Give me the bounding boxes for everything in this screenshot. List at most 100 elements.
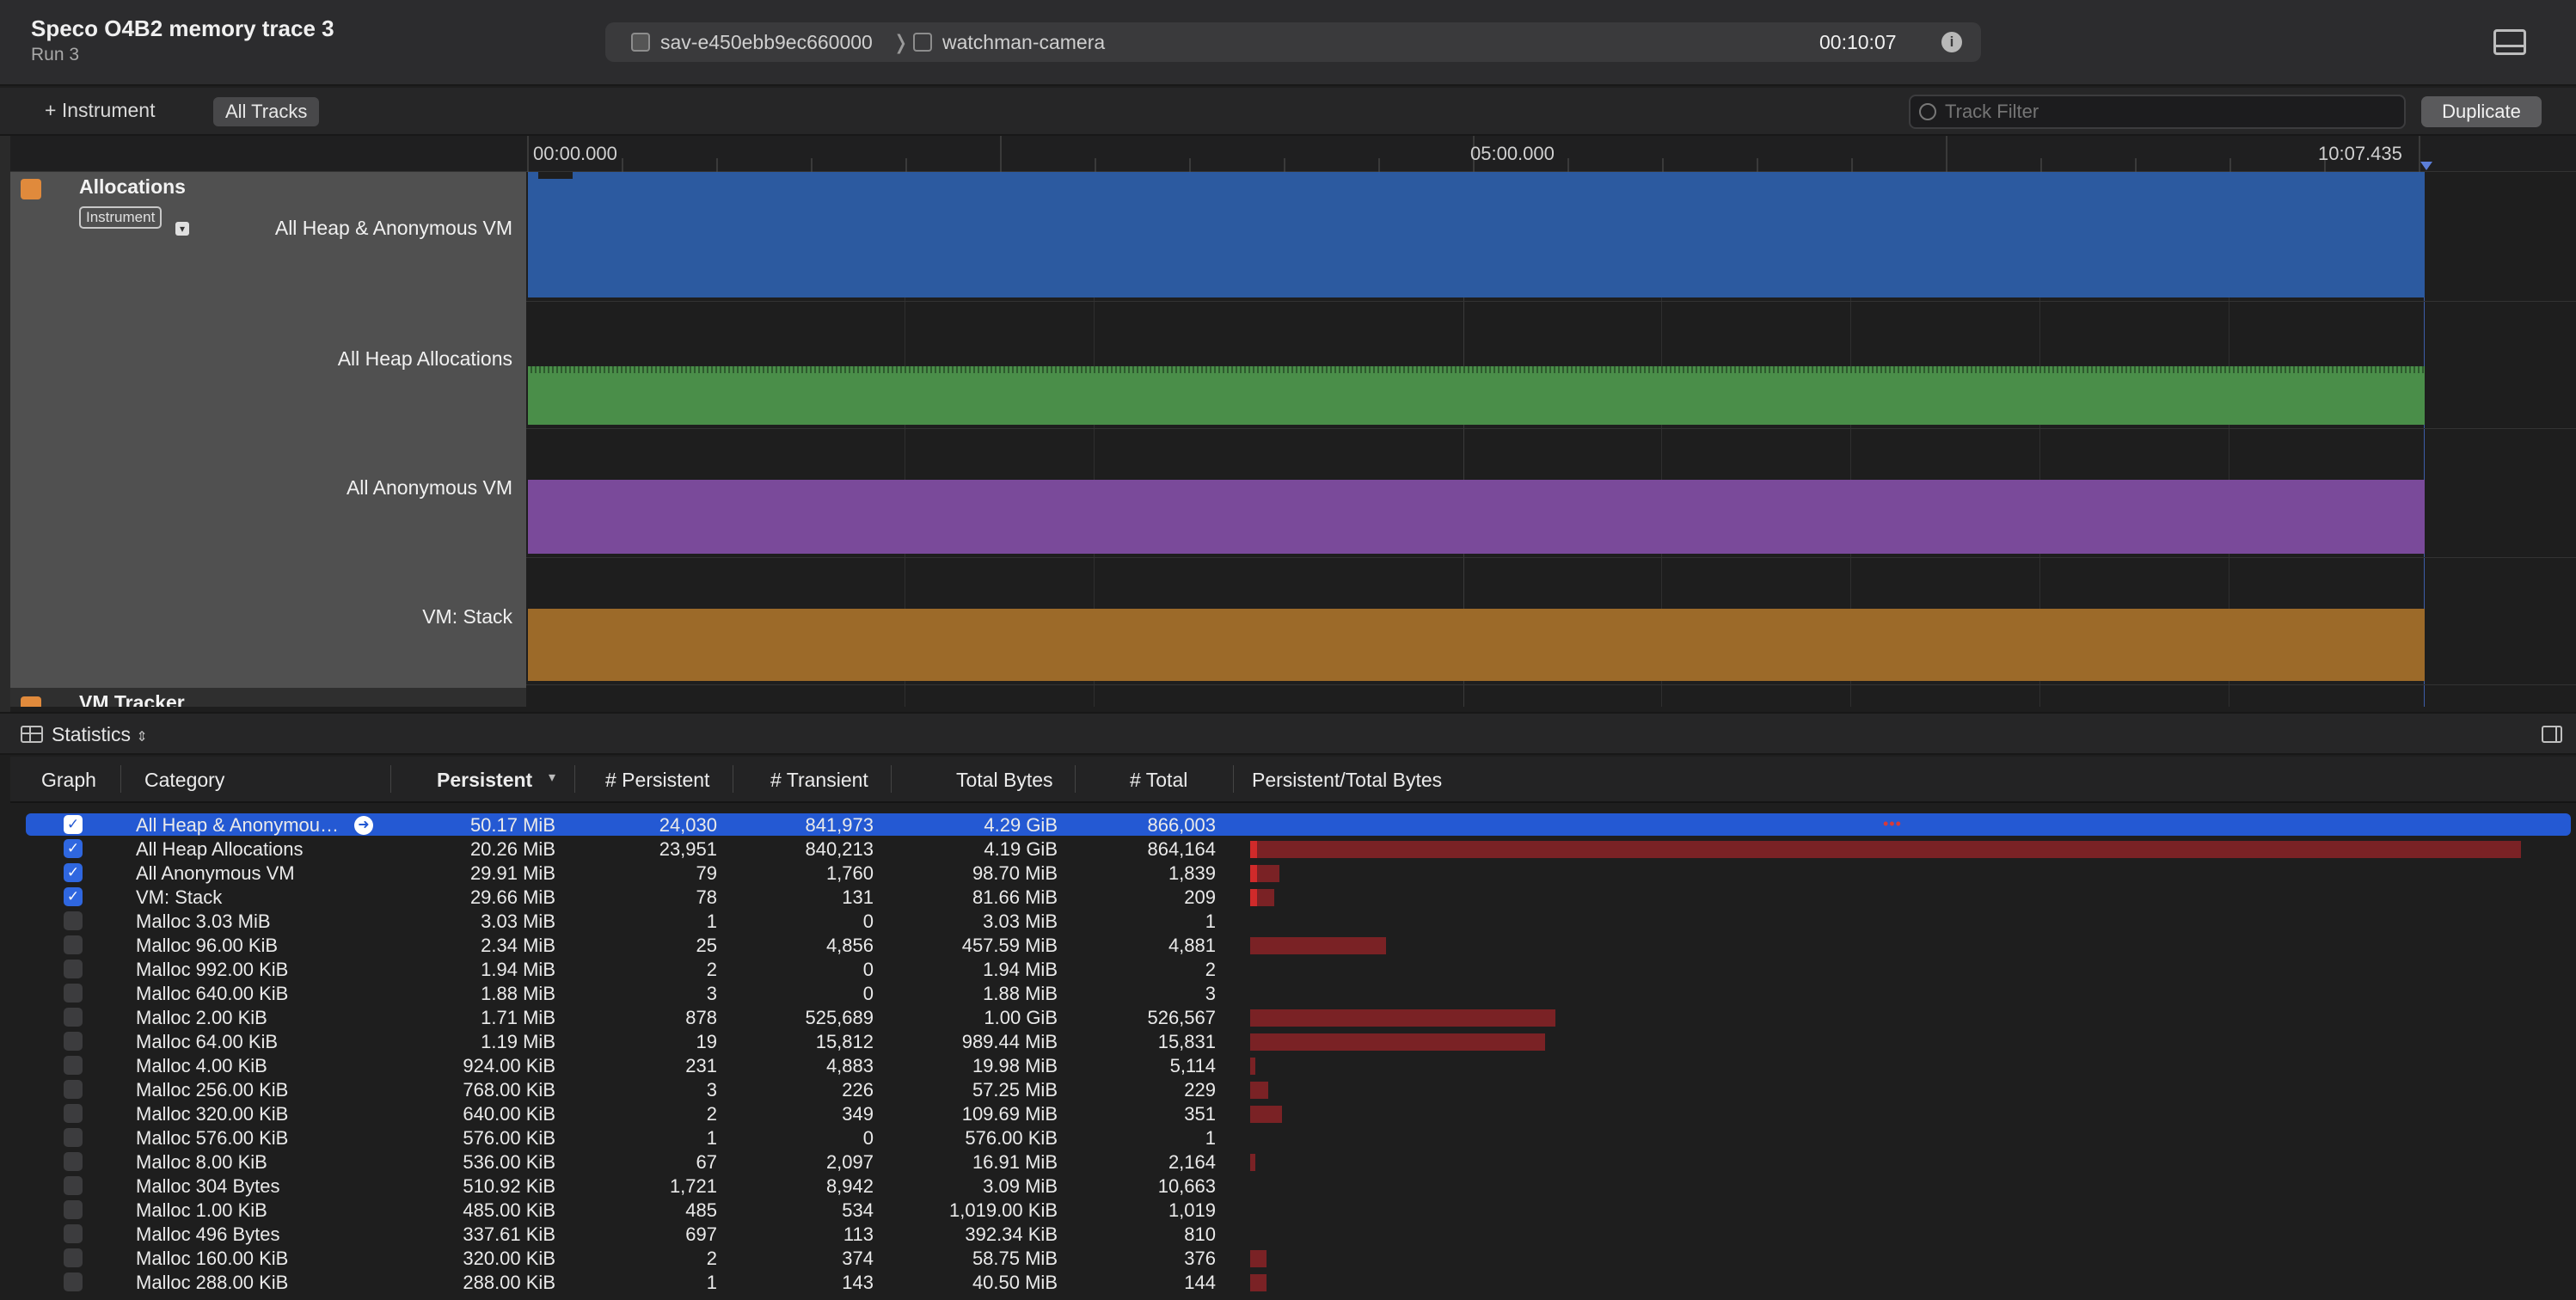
total-bytes-cell: 1.94 MiB [983,959,1058,980]
graph-checkbox[interactable]: ✓ [64,815,83,834]
time-ruler[interactable]: 00:00.000 05:00.000 10:07.435 [526,136,2576,172]
toggle-detail-pane-icon[interactable] [2493,29,2526,55]
persistent-cell: 50.17 MiB [469,814,555,836]
graph-checkbox[interactable] [64,1272,83,1291]
persistent-cell: 3.03 MiB [481,911,555,932]
n-persistent-cell: 25 [696,935,717,956]
table-row[interactable]: Malloc 992.00 KiB 1.94 MiB 2 0 1.94 MiB 2 [10,958,2576,982]
graph-checkbox[interactable] [64,935,83,954]
persistent-cell: 576.00 KiB [463,1127,555,1149]
focus-arrow-icon[interactable]: ➜ [354,816,373,835]
path-separator-icon: ❭ [892,31,910,53]
table-row[interactable]: Malloc 256.00 KiB 768.00 KiB 3 226 57.25 MiB… [10,1078,2576,1102]
col-total-bytes[interactable]: Total Bytes [956,769,1053,791]
graph-checkbox[interactable] [64,911,83,930]
track-graph-heap-noise [528,366,2425,373]
track-filter-input[interactable] [1945,100,2392,124]
graph-checkbox[interactable]: ✓ [64,863,83,882]
graph-checkbox[interactable] [64,1224,83,1243]
instrument-badge[interactable]: Instrument [79,206,163,229]
table-row[interactable]: ✓ VM: Stack 29.66 MiB 78 131 81.66 MiB 209 [10,886,2576,910]
total-bytes-cell: 19.98 MiB [972,1055,1058,1076]
graph-checkbox[interactable] [64,1152,83,1171]
track-filter-field[interactable] [1909,95,2406,129]
n-transient-cell: 0 [862,983,874,1004]
graph-checkbox[interactable] [64,1104,83,1123]
ruler-label-start: 00:00.000 [533,143,617,164]
col-persistent[interactable]: Persistent [437,769,533,791]
next-instrument-name[interactable]: VM Tracker [79,691,185,707]
table-row[interactable]: Malloc 2.00 KiB 1.71 MiB 878 525,689 1.00 Gi… [10,1006,2576,1030]
graph-checkbox[interactable] [64,1200,83,1219]
col-n-persistent[interactable]: # Persistent [605,769,710,791]
n-total-cell: 864,164 [1147,838,1216,860]
n-transient-cell: 15,812 [815,1031,874,1052]
graph-checkbox[interactable] [64,1008,83,1027]
total-bytes-cell: 576.00 KiB [965,1127,1058,1149]
all-tracks-button[interactable]: All Tracks [213,97,320,126]
graph-checkbox[interactable] [64,1032,83,1051]
table-row[interactable]: Malloc 1.00 KiB 485.00 KiB 485 534 1,019.00 … [10,1199,2576,1223]
playhead-marker[interactable] [2420,162,2432,170]
col-n-total[interactable]: # Total [1130,769,1188,791]
col-category[interactable]: Category [144,769,225,791]
graph-checkbox[interactable] [64,1056,83,1075]
instrument-name[interactable]: Allocations [79,175,186,198]
category-cell: All Heap & Anonymou… [136,814,340,836]
table-row[interactable]: Malloc 64.00 KiB 1.19 MiB 19 15,812 989.44 M… [10,1030,2576,1054]
n-total-cell: 2 [1205,959,1216,980]
target-path-bar[interactable]: sav-e450ebb9ec660000 ❭ watchman-camera 0… [605,22,1981,62]
table-row[interactable]: Malloc 496 Bytes 337.61 KiB 697 113 392.34 K… [10,1223,2576,1247]
add-instrument-button[interactable]: + Instrument [45,99,155,122]
col-n-transient[interactable]: # Transient [770,769,868,791]
process-name[interactable]: watchman-camera [942,31,1106,53]
duplicate-button[interactable]: Duplicate [2421,96,2542,127]
col-ratio[interactable]: Persistent/Total Bytes [1252,769,1443,791]
graph-checkbox[interactable] [64,1176,83,1195]
table-row[interactable]: Malloc 304 Bytes 510.92 KiB 1,721 8,942 3.09… [10,1174,2576,1199]
table-row[interactable]: Malloc 320.00 KiB 640.00 KiB 2 349 109.69 Mi… [10,1102,2576,1126]
track-graphs[interactable] [526,172,2576,707]
n-total-cell: 4,881 [1168,935,1216,956]
n-transient-cell: 534 [842,1199,874,1221]
table-row[interactable]: Malloc 640.00 KiB 1.88 MiB 3 0 1.88 MiB 3 [10,982,2576,1006]
n-persistent-cell: 485 [685,1199,717,1221]
info-icon[interactable]: i [1941,32,1962,52]
statistics-selector[interactable]: Statistics ⇕ [52,723,148,746]
next-instrument-row[interactable]: VM Tracker [10,688,526,707]
graph-checkbox[interactable]: ✓ [64,839,83,858]
track-label-stack[interactable]: VM: Stack [422,605,512,628]
graph-checkbox[interactable] [64,984,83,1003]
track-label-anon[interactable]: All Anonymous VM [346,476,512,499]
table-row[interactable]: Malloc 8.00 KiB 536.00 KiB 67 2,097 16.91 Mi… [10,1150,2576,1174]
n-persistent-cell: 78 [696,886,717,908]
table-row[interactable]: Malloc 160.00 KiB 320.00 KiB 2 374 58.75 MiB… [10,1247,2576,1271]
device-name[interactable]: sav-e450ebb9ec660000 [660,31,873,53]
category-cell: Malloc 160.00 KiB [136,1248,289,1269]
table-row[interactable]: ✓ All Anonymous VM 29.91 MiB 79 1,760 98.70 M… [10,862,2576,886]
table-row[interactable]: Malloc 288.00 KiB 288.00 KiB 1 143 40.50 MiB… [10,1271,2576,1295]
chevron-down-icon[interactable]: ▾ [175,222,189,236]
graph-checkbox[interactable] [64,1080,83,1099]
ruler-label-end: 10:07.435 [2318,143,2402,164]
n-total-cell: 810 [1184,1223,1216,1245]
graph-checkbox[interactable] [64,1128,83,1147]
n-persistent-cell: 3 [706,1079,717,1101]
track-label-heap[interactable]: All Heap Allocations [337,347,512,370]
graph-checkbox[interactable] [64,1248,83,1267]
col-graph[interactable]: Graph [41,769,96,791]
track-label-heap-anon[interactable]: All Heap & Anonymous VM [274,217,512,239]
table-row[interactable]: Malloc 576.00 KiB 576.00 KiB 1 0 576.00 KiB 1 [10,1126,2576,1150]
statistics-label: Statistics [52,723,132,745]
table-row[interactable]: Malloc 96.00 KiB 2.34 MiB 25 4,856 457.59 Mi… [10,934,2576,958]
total-bytes-cell: 457.59 MiB [961,935,1058,956]
graph-checkbox[interactable] [64,960,83,978]
table-row[interactable]: Malloc 4.00 KiB 924.00 KiB 231 4,883 19.98 M… [10,1054,2576,1078]
total-bytes-cell: 1.88 MiB [983,983,1058,1004]
table-row[interactable]: ✓ All Heap Allocations 20.26 MiB 23,951 840,… [10,837,2576,862]
table-row[interactable]: Malloc 3.03 MiB 3.03 MiB 1 0 3.03 MiB 1 [10,910,2576,934]
n-total-cell: 144 [1184,1272,1216,1293]
table-row[interactable]: ✓ All Heap & Anonymou… 50.17 MiB 24,030 841,… [10,813,2576,837]
toggle-inspector-icon[interactable] [2542,726,2562,743]
graph-checkbox[interactable]: ✓ [64,887,83,906]
